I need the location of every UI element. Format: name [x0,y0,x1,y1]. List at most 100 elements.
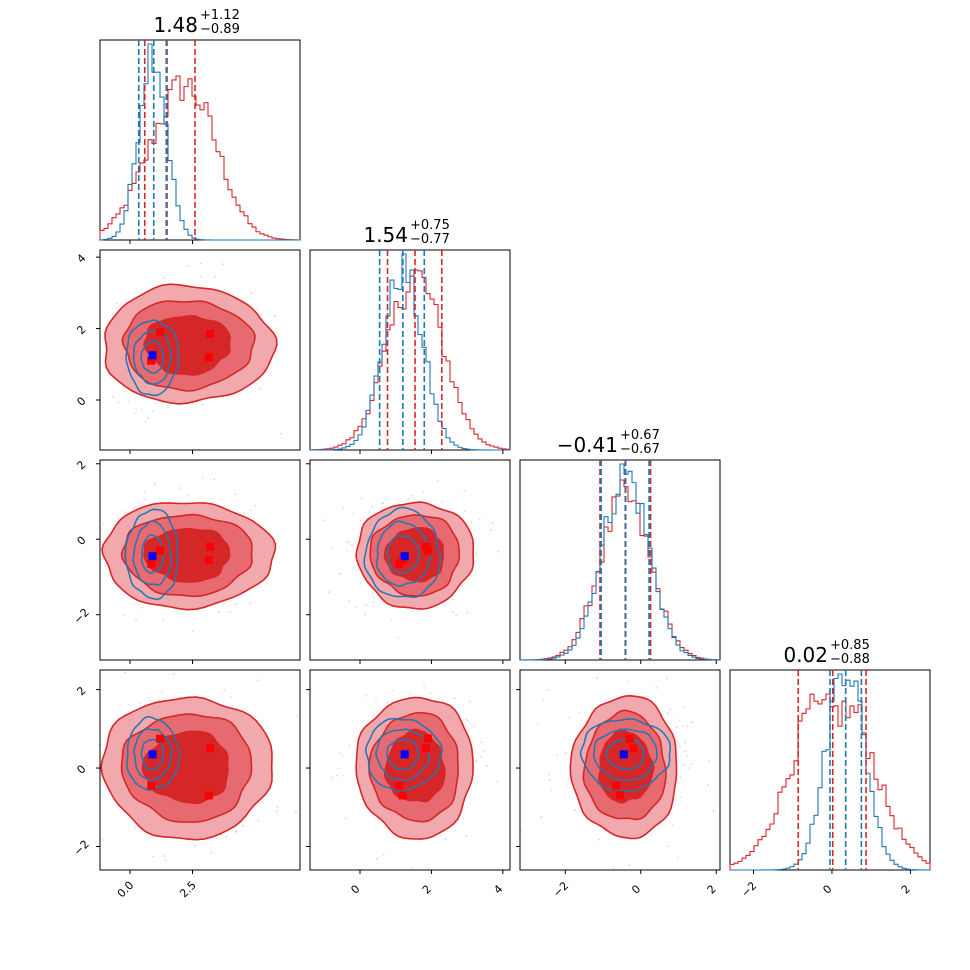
sample-point [144,458,146,460]
blue-truth-marker [619,750,628,759]
sample-point [186,265,189,267]
sample-point [213,478,216,481]
sample-point [547,773,550,776]
sample-point [141,606,144,609]
sample-point [628,693,631,696]
title-lower-error: −0.67 [620,442,660,457]
sample-point [360,497,363,500]
blue-contour-level-2 [375,520,432,587]
sample-point [667,845,669,848]
sample-point [451,611,454,614]
red-truth-marker [422,542,431,551]
sample-point [259,388,262,390]
red-truth-marker [204,353,213,362]
sample-point [133,603,135,606]
sample-point [317,529,319,531]
sample-point [568,716,571,719]
sample-point [102,794,105,797]
red-truth-marker [204,556,213,564]
red-truth-marker [612,781,621,790]
sample-point [677,741,679,744]
sample-point [338,752,341,755]
sample-point [377,817,379,820]
sample-point [243,512,246,514]
sample-point [194,845,197,847]
blue-histogram-1 [99,43,300,241]
sample-point [82,582,84,584]
blue-contour-level-1 [363,506,442,599]
red-truth-marker [156,734,164,743]
sample-point [191,630,194,633]
sample-point [220,834,222,837]
sample-point [152,410,154,413]
y-tick-label: 2 [74,323,88,337]
param-title-4: 0.02 +0.85−0.88 [783,638,869,667]
sample-point [684,741,686,744]
sample-point [536,723,539,726]
sample-point [260,313,263,316]
sample-point [712,810,715,812]
sample-point [518,783,520,785]
sample-point [466,612,468,614]
sample-point [160,401,163,404]
y-tick-label: 0 [74,394,88,408]
x-tick-label: 0.0 [115,879,137,901]
sample-point [359,581,362,584]
sample-point [201,476,204,479]
sample-point [690,763,693,766]
sample-point [365,604,368,607]
sample-point [375,857,378,860]
red-truth-marker [206,744,214,753]
sample-point [359,519,362,522]
sample-point [172,673,175,676]
red-truth-marker [156,546,164,555]
sample-point [249,509,252,511]
sample-point [628,864,631,867]
sample-point [265,582,268,585]
sample-point [550,789,552,792]
sample-point [443,604,445,606]
sample-point [372,601,375,604]
sample-point [102,523,105,526]
panel-frame [99,249,301,451]
sample-point [365,694,368,697]
sample-point [336,774,338,777]
sample-point [144,420,147,423]
sample-point [391,689,394,692]
sample-point [463,489,466,492]
sample-point [374,665,376,667]
sample-point [133,412,136,415]
sample-point [465,718,468,721]
sample-point [143,498,146,500]
sample-point [669,708,672,711]
sample-point [139,701,142,704]
sample-point [123,613,125,616]
sample-point [100,744,102,746]
blue-truth-marker [148,351,157,360]
sample-point [102,839,104,841]
sample-point [254,504,256,507]
sample-point [688,767,690,770]
sample-point [127,704,130,707]
sample-point [441,500,444,503]
sample-point [223,689,226,692]
sample-point [423,684,425,687]
contour-panel-4-3 [519,669,721,871]
sample-point [472,725,475,728]
sample-point [478,518,481,521]
red-truth-marker [398,791,407,800]
sample-point [262,801,264,803]
red-truth-marker [422,744,431,753]
sample-point [192,402,195,405]
sample-point [441,699,444,702]
sample-point [167,407,169,409]
sample-point [685,755,688,758]
sample-point [257,820,260,822]
sample-point [666,677,669,680]
red-truth-marker [206,329,214,338]
red-truth-marker [156,328,164,337]
sample-point [147,417,150,420]
blue-contour-level-1 [124,508,179,600]
red-histogram-3 [519,479,721,661]
blue-contour-level-3 [386,738,420,771]
